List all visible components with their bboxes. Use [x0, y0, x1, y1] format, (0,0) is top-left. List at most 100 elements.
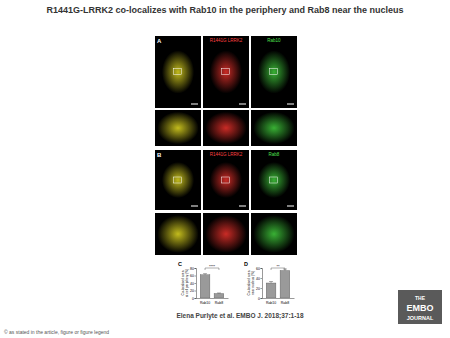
scale-bar: [239, 104, 246, 105]
y-tick: 20: [190, 289, 196, 293]
zoom-box: [173, 68, 181, 74]
x-tick: Rab8: [281, 298, 289, 305]
panel-label: A: [157, 38, 162, 44]
micrograph: [251, 150, 297, 210]
cell-signal: [258, 162, 290, 198]
plot-area: [266, 269, 290, 298]
cell-signal: [210, 162, 242, 198]
tick-label: 20: [190, 289, 194, 293]
y-tick: 60: [190, 274, 196, 278]
scale-bar: [287, 206, 294, 207]
x-tick: Rab10: [200, 298, 210, 305]
slide-title: R1441G-LRRK2 co-localizes with Rab10 in …: [46, 5, 403, 15]
axis-line: [197, 298, 229, 299]
tick-mark: [195, 268, 197, 269]
chart: 020406080Rab10Rab8Co-localised areaat ce…: [178, 261, 229, 305]
tick-mark: [195, 276, 197, 277]
panel-label: C: [178, 261, 182, 267]
zoom-box: [269, 68, 277, 74]
error-bar: [217, 292, 221, 294]
zoom-image: [251, 110, 297, 146]
axis-line: [195, 269, 197, 299]
citation: Elena Purlyte et al. EMBO J. 2018;37:1-1…: [176, 312, 304, 320]
zoom-image: [203, 213, 249, 255]
zoom-signal: [253, 112, 294, 144]
channel-label: Rab8: [269, 152, 280, 157]
cell-signal: [162, 50, 194, 93]
tick-label: Rab10: [266, 301, 276, 305]
tick-label: 0: [258, 297, 260, 301]
y-tick: 20: [256, 287, 262, 291]
bar: [266, 283, 276, 298]
zoom-image: [203, 110, 249, 146]
chart: 0204060Rab10Rab8Co-localised areanear nu…: [244, 261, 295, 305]
zoom-box: [269, 177, 277, 183]
bar: [280, 271, 290, 299]
cell-signal: [162, 162, 194, 198]
y-tick: 0: [192, 297, 196, 301]
zoom-signal: [205, 215, 246, 253]
zoom-box: [221, 68, 229, 74]
y-tick: 40: [190, 282, 196, 286]
panel-label: B: [157, 152, 162, 158]
zoom-image: [155, 213, 201, 255]
bar: [200, 275, 210, 298]
tick-mark: [261, 268, 263, 269]
scale-bar: [191, 206, 198, 207]
micrograph: [155, 36, 201, 108]
tick-mark: [195, 298, 197, 299]
cell-signal: [258, 50, 290, 93]
scale-bar: [191, 104, 198, 105]
micrograph: [155, 150, 201, 210]
tick-label: Rab8: [281, 301, 289, 305]
scale-bar: [287, 104, 294, 105]
slide: R1441G-LRRK2 co-localizes with Rab10 in …: [0, 0, 450, 338]
tick-mark: [261, 288, 263, 289]
axis-line: [261, 269, 263, 299]
tick-label: 80: [190, 267, 194, 271]
y-axis: 0 20 40 60: [256, 267, 262, 301]
x-axis: Rab10 Rab8: [263, 298, 295, 305]
tick-label: 40: [256, 277, 260, 281]
scale-bar: [239, 206, 246, 207]
zoom-signal: [205, 112, 246, 144]
tick-mark: [195, 291, 197, 292]
tick-mark: [195, 283, 197, 284]
x-tick: Rab8: [215, 298, 223, 305]
error-bar: [269, 282, 273, 284]
y-tick: 40: [256, 277, 262, 281]
tick-label: 60: [256, 267, 260, 271]
micrograph: [251, 36, 297, 108]
tick-label: 20: [256, 287, 260, 291]
y-tick: 80: [190, 267, 196, 271]
zoom-signal: [157, 215, 198, 253]
y-axis-title: near nucleus (%): [251, 271, 255, 295]
zoom-box: [221, 177, 229, 183]
significance: ****: [209, 264, 216, 269]
y-tick: 60: [256, 267, 262, 271]
tick-mark: [261, 278, 263, 279]
zoom-image: [155, 110, 201, 146]
channel-label: R1441G LRRK2: [210, 152, 243, 157]
tick-label: Rab8: [215, 301, 223, 305]
copyright: © as stated in the article, figure or fi…: [4, 329, 109, 335]
channel-label: Rab10: [267, 38, 281, 43]
journal-logo: [398, 290, 442, 324]
tick-label: 40: [190, 282, 194, 286]
micrograph: [203, 36, 249, 108]
axis-line: [263, 298, 295, 299]
zoom-signal: [157, 112, 198, 144]
y-axis-title: at cell periphery (%): [185, 269, 189, 297]
significance: **: [276, 264, 280, 269]
x-axis: Rab10 Rab8: [197, 298, 229, 305]
panel-label: D: [244, 261, 248, 267]
tick-label: 0: [192, 297, 194, 301]
tick-mark: [261, 298, 263, 299]
cell-signal: [210, 50, 242, 93]
plot-area: [200, 274, 224, 298]
logo-text: JOURNAL: [407, 315, 434, 321]
micrograph: [203, 150, 249, 210]
zoom-box: [173, 177, 181, 183]
channel-label: R1441G LRRK2: [210, 38, 243, 43]
logo-text: EMBO: [407, 303, 434, 313]
